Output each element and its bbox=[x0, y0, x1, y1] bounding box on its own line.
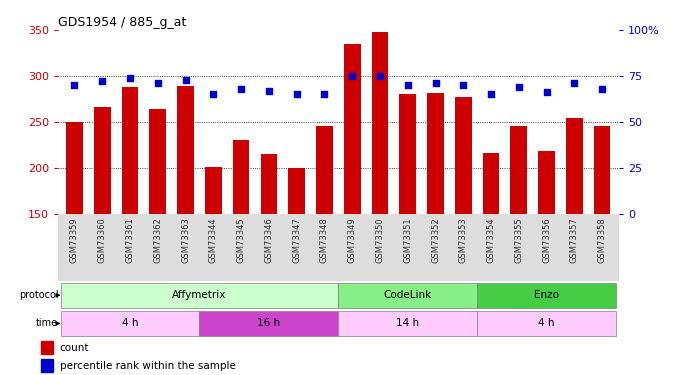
Text: percentile rank within the sample: percentile rank within the sample bbox=[60, 361, 236, 370]
Point bbox=[69, 82, 80, 88]
Text: GSM73361: GSM73361 bbox=[126, 217, 135, 263]
Text: GSM73347: GSM73347 bbox=[292, 217, 301, 263]
Text: Affymetrix: Affymetrix bbox=[172, 290, 226, 300]
Point bbox=[180, 76, 191, 82]
Point bbox=[403, 82, 413, 88]
Bar bbox=[177, 86, 194, 214]
Text: 16 h: 16 h bbox=[257, 318, 280, 328]
Point bbox=[347, 73, 358, 79]
Point bbox=[569, 80, 580, 86]
Bar bbox=[150, 109, 166, 214]
Bar bbox=[344, 44, 360, 214]
Bar bbox=[339, 283, 477, 308]
Text: CodeLink: CodeLink bbox=[384, 290, 432, 300]
Text: 14 h: 14 h bbox=[396, 318, 420, 328]
Bar bbox=[233, 140, 250, 214]
Bar bbox=[477, 283, 616, 308]
Bar bbox=[66, 122, 83, 214]
Text: GSM73358: GSM73358 bbox=[598, 217, 607, 263]
Bar bbox=[483, 153, 499, 214]
Bar bbox=[372, 32, 388, 214]
Bar bbox=[199, 311, 339, 336]
Text: GSM73349: GSM73349 bbox=[347, 217, 357, 263]
Text: GSM73354: GSM73354 bbox=[487, 217, 496, 263]
Bar bbox=[427, 93, 444, 214]
Point bbox=[486, 92, 496, 98]
Bar bbox=[288, 168, 305, 214]
Text: GSM73346: GSM73346 bbox=[265, 217, 273, 263]
Point bbox=[513, 84, 524, 90]
Bar bbox=[511, 126, 527, 214]
Text: GDS1954 / 885_g_at: GDS1954 / 885_g_at bbox=[58, 16, 186, 29]
Bar bbox=[122, 87, 138, 214]
Text: GSM73352: GSM73352 bbox=[431, 217, 440, 263]
Bar bbox=[41, 359, 53, 372]
Text: GSM73353: GSM73353 bbox=[459, 217, 468, 263]
Bar bbox=[61, 283, 339, 308]
Bar bbox=[594, 126, 611, 214]
Text: GSM73344: GSM73344 bbox=[209, 217, 218, 263]
Point bbox=[152, 80, 163, 86]
Bar bbox=[41, 341, 53, 354]
Point bbox=[263, 88, 274, 94]
Point bbox=[596, 86, 607, 92]
Bar bbox=[94, 107, 111, 214]
Point bbox=[236, 86, 247, 92]
Text: GSM73348: GSM73348 bbox=[320, 217, 329, 263]
Bar bbox=[455, 97, 472, 214]
Point bbox=[208, 92, 219, 98]
Text: protocol: protocol bbox=[19, 290, 58, 300]
Text: GSM73360: GSM73360 bbox=[98, 217, 107, 263]
Bar bbox=[260, 154, 277, 214]
Text: GSM73357: GSM73357 bbox=[570, 217, 579, 263]
Bar bbox=[316, 126, 333, 214]
Point bbox=[541, 90, 552, 96]
Text: GSM73345: GSM73345 bbox=[237, 217, 245, 263]
Bar bbox=[539, 151, 555, 214]
Text: time: time bbox=[36, 318, 58, 328]
Text: GSM73356: GSM73356 bbox=[542, 217, 551, 263]
Point bbox=[319, 92, 330, 98]
Point bbox=[375, 73, 386, 79]
Text: GSM73359: GSM73359 bbox=[70, 217, 79, 263]
Point bbox=[430, 80, 441, 86]
Text: GSM73363: GSM73363 bbox=[181, 217, 190, 263]
Point bbox=[458, 82, 469, 88]
Text: Enzo: Enzo bbox=[534, 290, 559, 300]
Text: count: count bbox=[60, 343, 89, 353]
Bar bbox=[339, 311, 477, 336]
Text: 4 h: 4 h bbox=[122, 318, 138, 328]
Point bbox=[291, 92, 302, 98]
Bar bbox=[61, 311, 199, 336]
Text: GSM73355: GSM73355 bbox=[514, 217, 524, 263]
Bar bbox=[566, 118, 583, 214]
Bar bbox=[399, 94, 416, 214]
Point bbox=[124, 75, 135, 81]
Text: GSM73350: GSM73350 bbox=[375, 217, 384, 263]
Text: 4 h: 4 h bbox=[539, 318, 555, 328]
Bar bbox=[477, 311, 616, 336]
Point bbox=[97, 78, 107, 84]
Bar bbox=[205, 167, 222, 214]
Text: GSM73351: GSM73351 bbox=[403, 217, 412, 263]
Text: GSM73362: GSM73362 bbox=[153, 217, 163, 263]
